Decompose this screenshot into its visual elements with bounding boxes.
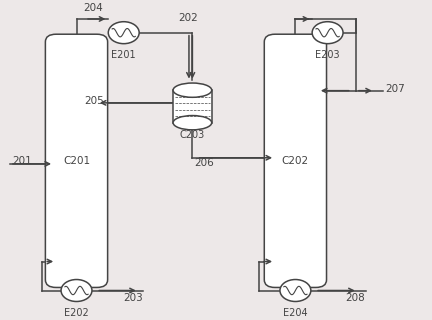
Text: 208: 208 bbox=[345, 293, 365, 303]
Text: E202: E202 bbox=[64, 308, 89, 318]
Text: 201: 201 bbox=[12, 156, 32, 166]
Circle shape bbox=[61, 280, 92, 301]
Bar bbox=[173, 90, 212, 123]
FancyBboxPatch shape bbox=[45, 34, 108, 287]
Text: 206: 206 bbox=[194, 158, 214, 168]
Text: E203: E203 bbox=[315, 50, 340, 60]
Text: E204: E204 bbox=[283, 308, 308, 318]
Ellipse shape bbox=[173, 83, 212, 97]
Ellipse shape bbox=[173, 116, 212, 130]
Text: 205: 205 bbox=[84, 96, 104, 106]
Text: 202: 202 bbox=[178, 13, 198, 23]
Text: C202: C202 bbox=[282, 156, 309, 166]
Circle shape bbox=[108, 22, 139, 44]
Circle shape bbox=[280, 280, 311, 301]
Text: 203: 203 bbox=[124, 293, 143, 303]
Circle shape bbox=[312, 22, 343, 44]
FancyBboxPatch shape bbox=[264, 34, 327, 287]
Text: C201: C201 bbox=[63, 156, 90, 166]
Text: C203: C203 bbox=[180, 130, 205, 140]
Text: 207: 207 bbox=[385, 84, 405, 94]
Text: 204: 204 bbox=[83, 3, 103, 13]
Text: E201: E201 bbox=[111, 50, 136, 60]
